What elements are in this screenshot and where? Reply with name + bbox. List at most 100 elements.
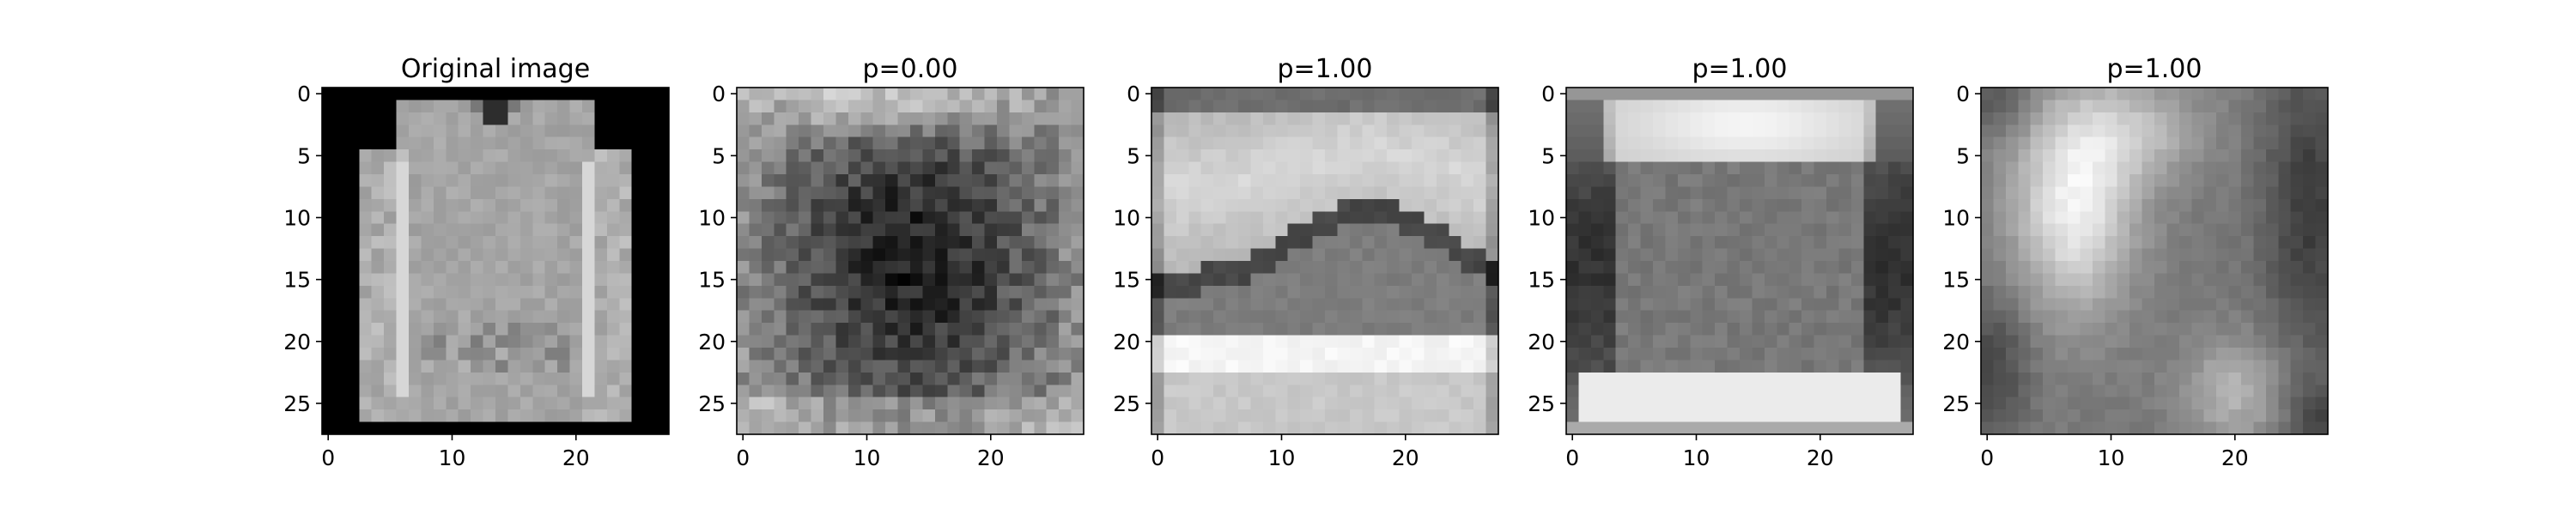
- heatmap-cell: [1777, 323, 1790, 336]
- heatmap-cell: [433, 298, 447, 312]
- heatmap-cell: [2068, 100, 2081, 113]
- heatmap-cell: [1814, 100, 1827, 113]
- heatmap-cell: [1325, 273, 1339, 287]
- heatmap-cell: [1034, 223, 1048, 237]
- heatmap-cell: [972, 360, 986, 373]
- heatmap-cell: [1665, 186, 1679, 200]
- heatmap-cell: [1993, 223, 2007, 237]
- heatmap-cell: [1151, 261, 1165, 275]
- heatmap-cell: [606, 88, 620, 101]
- heatmap-cell: [835, 149, 849, 163]
- heatmap-cell: [1449, 236, 1462, 250]
- heatmap-cell: [947, 136, 961, 150]
- heatmap-cell: [557, 136, 571, 150]
- heatmap-cell: [2018, 285, 2032, 299]
- heatmap-cell: [2080, 100, 2093, 113]
- heatmap-cell: [2315, 335, 2329, 348]
- heatmap-cell: [1764, 112, 1777, 125]
- heatmap-cell: [872, 335, 886, 348]
- heatmap-cell: [1213, 88, 1227, 101]
- heatmap-cell: [835, 348, 849, 361]
- heatmap-cell: [1188, 236, 1202, 250]
- heatmap-cell: [2315, 323, 2329, 336]
- heatmap-cell: [1603, 261, 1617, 275]
- heatmap-cell: [1863, 223, 1877, 237]
- heatmap-cell: [544, 88, 558, 101]
- heatmap-cell: [1850, 124, 1864, 138]
- heatmap-cell: [1715, 186, 1728, 200]
- heatmap-cell: [322, 124, 336, 138]
- heatmap-cell: [997, 335, 1011, 348]
- heatmap-cell: [1863, 112, 1877, 125]
- heatmap-cell: [557, 335, 571, 348]
- heatmap-cell: [1225, 409, 1239, 423]
- heatmap-cell: [1461, 124, 1474, 138]
- heatmap-cell: [1275, 273, 1289, 287]
- heatmap-cell: [2055, 385, 2069, 398]
- heatmap-cell: [761, 421, 775, 435]
- heatmap-cell: [1374, 421, 1388, 435]
- heatmap-cell: [848, 261, 861, 275]
- heatmap-cell: [1740, 124, 1753, 138]
- heatmap-cell: [334, 186, 348, 200]
- heatmap-cell: [1888, 385, 1902, 398]
- heatmap-cell: [322, 372, 336, 385]
- heatmap-cell: [384, 112, 398, 125]
- heatmap-cell: [1578, 100, 1592, 113]
- heatmap-cell: [1374, 385, 1388, 398]
- heatmap-cell: [1362, 236, 1376, 250]
- heatmap-cell: [2253, 236, 2267, 250]
- heatmap-cell: [1814, 372, 1827, 385]
- heatmap-cell: [1590, 248, 1604, 262]
- heatmap-cell: [997, 273, 1011, 287]
- heatmap-cell: [2216, 211, 2230, 225]
- heatmap-cell: [2203, 335, 2217, 348]
- heatmap-cell: [2068, 211, 2081, 225]
- heatmap-cell: [2203, 421, 2217, 435]
- heatmap-cell: [1412, 124, 1425, 138]
- heatmap-cell: [885, 236, 899, 250]
- heatmap-cell: [1981, 261, 1995, 275]
- heatmap-cell: [1814, 248, 1827, 262]
- heatmap-cell: [1814, 261, 1827, 275]
- heatmap-cell: [1578, 149, 1592, 163]
- heatmap-cell: [1009, 248, 1023, 262]
- heatmap-cell: [582, 261, 596, 275]
- heatmap-cell: [1424, 136, 1437, 150]
- heatmap-cell: [786, 372, 799, 385]
- heatmap-cell: [897, 223, 911, 237]
- heatmap-cell: [786, 223, 799, 237]
- heatmap-cell: [1715, 136, 1728, 150]
- heatmap-cell: [1213, 310, 1227, 324]
- heatmap-cell: [1225, 236, 1239, 250]
- heatmap-cell: [1665, 161, 1679, 175]
- heatmap-cell: [1628, 248, 1642, 262]
- heatmap-cell: [2191, 100, 2205, 113]
- heatmap-cell: [346, 248, 360, 262]
- heatmap-cell: [1777, 360, 1790, 373]
- heatmap-cell: [1715, 323, 1728, 336]
- heatmap-cell: [1412, 161, 1425, 175]
- heatmap-cell: [544, 360, 558, 373]
- heatmap-cell: [2117, 348, 2130, 361]
- heatmap-cell: [631, 348, 645, 361]
- y-tick-label: 0: [1541, 82, 1555, 106]
- heatmap-cell: [396, 323, 410, 336]
- heatmap-cell: [1021, 211, 1035, 225]
- heatmap-cell: [2216, 348, 2230, 361]
- heatmap-cell: [384, 198, 398, 212]
- heatmap-cell: [1715, 198, 1728, 212]
- heatmap-cell: [749, 372, 762, 385]
- heatmap-cell: [1628, 397, 1642, 410]
- heatmap-cell: [619, 397, 633, 410]
- heatmap-cell: [483, 236, 496, 250]
- heatmap-cell: [1200, 174, 1214, 188]
- heatmap-cell: [322, 285, 336, 299]
- heatmap-cell: [2253, 211, 2267, 225]
- y-tick-label: 10: [283, 206, 311, 231]
- heatmap-cell: [2117, 211, 2130, 225]
- heatmap-cell: [2068, 223, 2081, 237]
- heatmap-cell: [2191, 421, 2205, 435]
- heatmap-cell: [1071, 421, 1084, 435]
- heatmap-cell: [959, 100, 973, 113]
